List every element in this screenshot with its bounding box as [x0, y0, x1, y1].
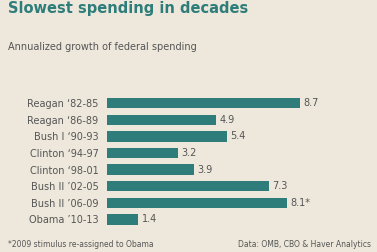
Text: Data: OMB, CBO & Haver Analytics: Data: OMB, CBO & Haver Analytics — [238, 240, 371, 249]
Text: 1.4: 1.4 — [142, 214, 157, 224]
Bar — [107, 115, 216, 125]
Text: 8.7: 8.7 — [304, 98, 319, 108]
Text: 5.4: 5.4 — [230, 131, 246, 141]
Text: 3.2: 3.2 — [182, 148, 197, 158]
Text: 7.3: 7.3 — [273, 181, 288, 191]
Bar — [107, 165, 194, 175]
Text: 8.1*: 8.1* — [290, 198, 310, 208]
Bar — [107, 131, 227, 142]
Text: Annualized growth of federal spending: Annualized growth of federal spending — [8, 42, 196, 52]
Bar — [107, 98, 300, 108]
Text: Slowest spending in decades: Slowest spending in decades — [8, 1, 248, 16]
Bar — [107, 148, 178, 158]
Text: 3.9: 3.9 — [197, 165, 213, 175]
Text: *2009 stimulus re-assigned to Obama: *2009 stimulus re-assigned to Obama — [8, 240, 153, 249]
Bar — [107, 198, 287, 208]
Text: 4.9: 4.9 — [219, 115, 235, 125]
Bar — [107, 181, 269, 191]
Bar — [107, 214, 138, 225]
